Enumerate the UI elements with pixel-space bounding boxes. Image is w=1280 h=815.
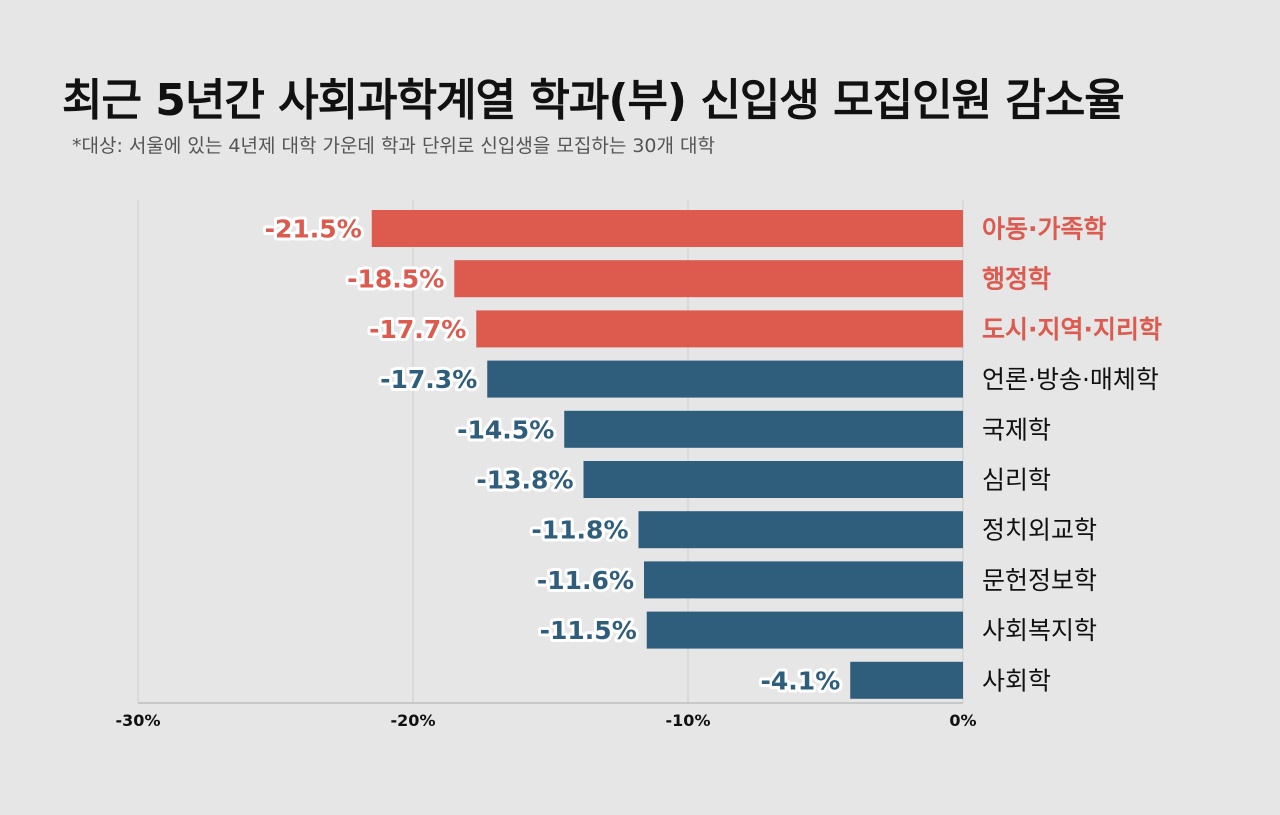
bar <box>371 210 963 247</box>
category-label: 사회복지학 <box>982 616 1097 645</box>
category-label: 심리학 <box>982 466 1051 495</box>
value-label: -18.5% <box>347 265 444 294</box>
chart-subtitle: *대상: 서울에 있는 4년제 대학 가운데 학과 단위로 신입생을 모집하는 … <box>72 135 716 157</box>
value-label: -11.5% <box>540 616 637 645</box>
x-tick-label: -30% <box>116 711 161 730</box>
value-label: -4.1% <box>761 666 841 695</box>
x-tick-label: -10% <box>666 711 711 730</box>
bar <box>644 561 963 599</box>
category-label: 정치외교학 <box>982 516 1097 545</box>
bar <box>638 511 963 549</box>
bar <box>850 661 963 699</box>
value-label: -17.7% <box>369 315 466 344</box>
category-label: 사회학 <box>982 666 1051 695</box>
bar <box>583 461 963 498</box>
value-label: -21.5% <box>265 215 362 244</box>
value-label: -11.8% <box>531 516 628 545</box>
bar <box>646 611 963 649</box>
value-label: -17.3% <box>380 365 477 394</box>
category-label: 행정학 <box>982 265 1051 294</box>
x-tick-label: 0% <box>949 711 976 730</box>
value-label: -14.5% <box>457 415 554 444</box>
category-label: 문헌정보학 <box>982 566 1097 595</box>
category-label: 아동·가족학 <box>982 215 1107 244</box>
x-tick-label: -20% <box>391 711 436 730</box>
value-label: -11.6% <box>537 566 634 595</box>
bar <box>487 360 963 398</box>
chart-title: 최근 5년간 사회과학계열 학과(부) 신입생 모집인원 감소율 <box>62 75 1125 126</box>
category-label: 언론·방송·매체학 <box>982 365 1159 394</box>
bar <box>564 410 963 448</box>
category-label: 국제학 <box>982 415 1051 444</box>
category-label: 도시·지역·지리학 <box>982 315 1162 344</box>
value-label: -13.8% <box>476 466 573 495</box>
bar <box>476 310 963 348</box>
bar <box>454 260 963 298</box>
